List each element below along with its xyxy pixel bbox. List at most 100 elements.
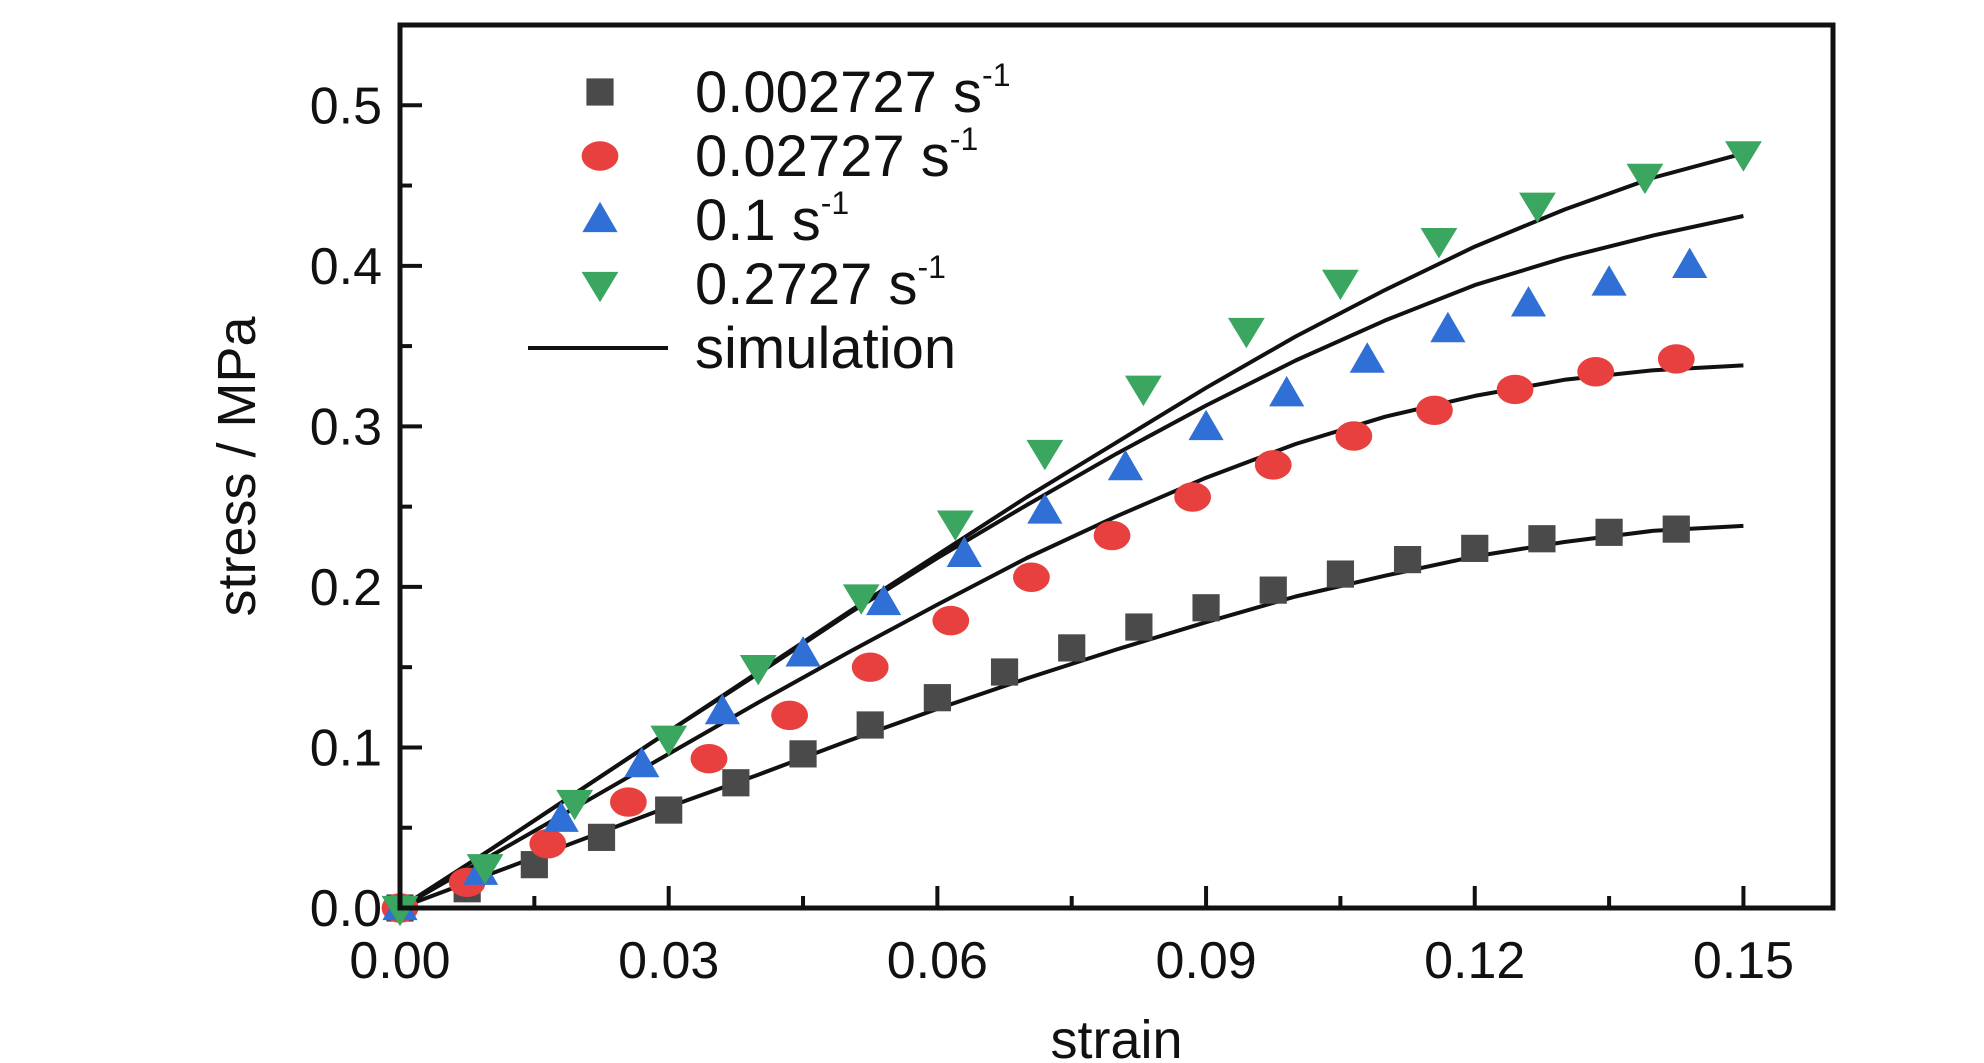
data-point-series-4: [381, 895, 419, 927]
legend-label-text: simulation: [695, 316, 956, 381]
data-point-series-4: [1322, 269, 1359, 301]
data-point-series-2: [771, 700, 808, 731]
legend-label-text: 0.02727 s: [695, 124, 950, 189]
data-point-series-3: [1269, 376, 1305, 407]
legend-label: 0.1 s-1: [695, 185, 849, 253]
data-markers: [381, 141, 1762, 927]
data-point-series-1: [655, 796, 683, 824]
data-point-series-1: [1192, 594, 1220, 622]
legend-label-text: 0.1 s: [695, 188, 821, 253]
y-tick-label: 0.5: [310, 77, 382, 135]
legend-label: 0.002727 s-1: [695, 57, 1010, 125]
data-point-series-3: [1591, 265, 1627, 296]
data-point-series-2: [851, 652, 889, 682]
data-point-series-4: [1026, 439, 1064, 471]
data-point-series-1: [1259, 576, 1287, 604]
data-point-series-3: [1107, 449, 1144, 481]
data-point-series-1: [722, 769, 750, 797]
data-point-series-4: [1124, 375, 1162, 407]
x-tick-label: 0.09: [1155, 932, 1256, 990]
data-point-series-2: [690, 743, 728, 774]
y-axis-label: stress / MPa: [207, 316, 267, 617]
y-axis-ticks: 0.0 0.1 0.2 0.3 0.4 0.5: [310, 77, 422, 938]
x-tick-label: 0.15: [1693, 932, 1794, 990]
data-point-series-3: [866, 584, 902, 616]
data-point-series-1: [1662, 515, 1690, 543]
data-point-series-2: [1496, 374, 1534, 405]
legend: 0.002727 s-10.02727 s-10.1 s-10.2727 s-1…: [528, 57, 1010, 381]
y-tick-label: 0.2: [310, 559, 382, 617]
data-point-series-3: [1188, 409, 1224, 441]
data-point-series-2: [932, 605, 970, 636]
legend-label-superscript: -1: [982, 57, 1010, 93]
data-point-series-1: [587, 823, 616, 851]
data-point-series-4: [1725, 141, 1762, 172]
simulation-curve-4: [398, 151, 1744, 910]
legend-marker-triangle-down: [581, 271, 619, 303]
data-point-series-2: [529, 829, 567, 859]
x-tick-label: 0.00: [349, 932, 450, 990]
simulation-curve-1: [399, 523, 1744, 910]
legend-marker-triangle-up: [582, 201, 618, 233]
data-point-series-2: [1657, 344, 1695, 374]
data-point-series-2: [1416, 395, 1453, 426]
data-point-series-2: [1174, 482, 1212, 512]
data-point-series-3: [1027, 493, 1063, 524]
data-point-series-4: [466, 854, 504, 885]
data-point-series-2: [609, 787, 647, 817]
simulation-curve-3: [398, 214, 1744, 910]
data-point-series-3: [946, 536, 982, 567]
data-point-series-1: [1058, 634, 1086, 662]
data-point-series-4: [936, 510, 974, 541]
data-point-series-2: [1093, 520, 1131, 551]
data-point-series-4: [1227, 317, 1265, 349]
data-point-series-2: [1013, 562, 1050, 592]
x-axis-ticks: 0.00 0.03 0.06 0.09 0.12 0.15: [349, 886, 1794, 990]
data-point-series-1: [990, 658, 1019, 686]
data-point-series-4: [650, 725, 688, 757]
data-point-series-1: [856, 711, 884, 739]
legend-label: 0.2727 s-1: [695, 249, 946, 317]
legend-label-text: 0.2727 s: [695, 252, 918, 317]
data-point-series-4: [1420, 227, 1458, 259]
data-point-series-2: [1577, 357, 1615, 387]
data-point-series-3: [1672, 247, 1708, 278]
data-point-series-1: [1125, 613, 1153, 641]
data-point-series-3: [1510, 286, 1547, 317]
y-tick-label: 0.0: [310, 880, 382, 938]
data-point-series-1: [1461, 534, 1489, 562]
data-point-series-3: [704, 693, 741, 725]
legend-label: simulation: [695, 316, 956, 381]
x-axis-label: strain: [1050, 1010, 1182, 1063]
legend-marker-circle: [581, 141, 619, 171]
data-point-series-2: [1254, 450, 1292, 480]
data-point-series-4: [556, 789, 594, 821]
y-tick-label: 0.3: [310, 398, 382, 456]
legend-marker-square: [586, 78, 614, 106]
y-tick-label: 0.4: [310, 238, 382, 296]
data-point-series-3: [1430, 311, 1466, 343]
data-point-series-4: [1626, 163, 1664, 195]
data-point-series-4: [1519, 192, 1556, 224]
data-point-series-3: [785, 636, 821, 667]
legend-label-superscript: -1: [918, 249, 946, 285]
x-tick-label: 0.06: [887, 932, 988, 990]
x-tick-label: 0.03: [618, 932, 719, 990]
data-point-series-4: [739, 655, 777, 686]
plot-frame: [397, 22, 1836, 911]
legend-label-superscript: -1: [821, 185, 849, 221]
data-point-series-3: [1349, 342, 1385, 373]
x-tick-label: 0.12: [1424, 932, 1525, 990]
data-point-series-1: [1595, 518, 1623, 546]
data-point-series-3: [624, 746, 660, 778]
data-point-series-1: [789, 740, 817, 768]
data-point-series-3: [543, 801, 579, 832]
data-point-series-2: [1335, 421, 1373, 451]
data-point-series-1: [1528, 525, 1556, 553]
legend-label-superscript: -1: [950, 121, 978, 157]
legend-label: 0.02727 s-1: [695, 121, 978, 189]
legend-label-text: 0.002727 s: [695, 60, 982, 125]
data-point-series-4: [842, 584, 880, 615]
y-tick-label: 0.1: [310, 719, 382, 777]
data-point-series-1: [923, 684, 951, 712]
